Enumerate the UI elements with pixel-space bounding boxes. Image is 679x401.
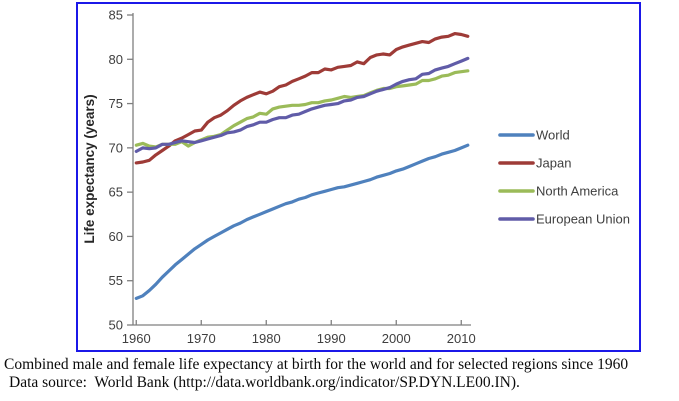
y-tick-label: 80 — [109, 52, 123, 67]
series-line-european-union — [134, 56, 470, 153]
y-tick-label: 60 — [109, 229, 123, 244]
series-line-north-america — [134, 69, 470, 149]
caption-line-2: Data source: World Bank (http://data.wor… — [9, 374, 520, 391]
figure-caption: Combined male and female life expectancy… — [4, 356, 679, 392]
x-tick-label: 1960 — [122, 331, 151, 346]
y-axis-title: Life expectancy (years) — [82, 94, 97, 243]
x-tick-label: 1990 — [317, 331, 346, 346]
x-tick-label: 2010 — [447, 331, 476, 346]
legend-label-japan: Japan — [536, 156, 571, 171]
y-tick-label: 70 — [109, 140, 123, 155]
y-tick-label: 75 — [109, 96, 123, 111]
y-tick-label: 50 — [109, 318, 123, 333]
x-tick-label: 1970 — [187, 331, 216, 346]
legend-label-european-union: European Union — [536, 212, 630, 227]
legend-label-world: World — [536, 128, 570, 143]
series-line-world — [134, 143, 470, 300]
y-tick-label: 65 — [109, 185, 123, 200]
y-tick-label: 55 — [109, 273, 123, 288]
caption-line-1: Combined male and female life expectancy… — [4, 356, 629, 373]
life-expectancy-line-chart: 50 55 60 65 70 75 80 85 1960 1970 1980 1990 2000 2010… — [82, 8, 630, 347]
series-line-japan — [134, 32, 470, 165]
legend-label-north-america: North America — [536, 184, 619, 199]
x-tick-label: 2000 — [382, 331, 411, 346]
x-tick-label: 1980 — [252, 331, 281, 346]
chart-frame: 50 55 60 65 70 75 80 85 1960 1970 1980 1990 2000 2010… — [76, 2, 641, 352]
y-tick-label: 85 — [109, 8, 123, 23]
